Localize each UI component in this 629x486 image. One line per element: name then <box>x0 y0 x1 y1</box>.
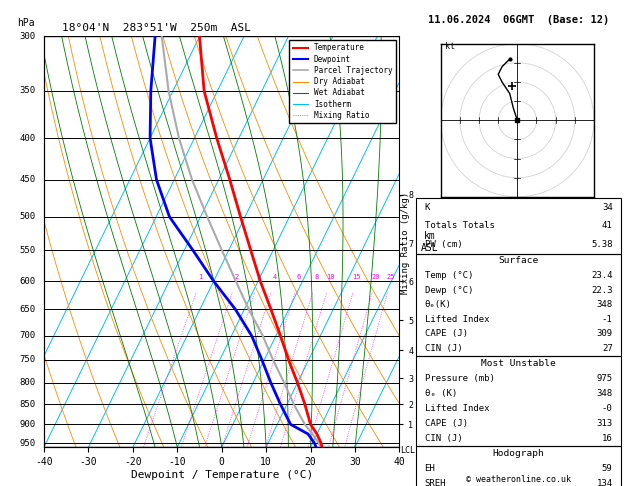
Text: 348: 348 <box>596 300 613 309</box>
Text: CIN (J): CIN (J) <box>425 434 462 443</box>
Text: 4: 4 <box>273 274 277 280</box>
Text: SREH: SREH <box>425 479 446 486</box>
Text: 950: 950 <box>19 439 35 448</box>
Text: 41: 41 <box>602 221 613 230</box>
Text: 550: 550 <box>19 246 35 255</box>
Text: LCL: LCL <box>400 446 415 455</box>
Text: 15: 15 <box>352 274 361 280</box>
Text: 20: 20 <box>372 274 380 280</box>
Text: 650: 650 <box>19 305 35 314</box>
Text: 8: 8 <box>314 274 319 280</box>
Text: θₑ(K): θₑ(K) <box>425 300 452 309</box>
Text: -0: -0 <box>602 404 613 413</box>
Text: 900: 900 <box>19 420 35 429</box>
Text: hPa: hPa <box>18 18 35 28</box>
Text: 34: 34 <box>602 203 613 211</box>
Text: CAPE (J): CAPE (J) <box>425 418 467 428</box>
Text: CIN (J): CIN (J) <box>425 344 462 353</box>
Text: Surface: Surface <box>499 257 538 265</box>
Text: 23.4: 23.4 <box>591 271 613 280</box>
Text: 400: 400 <box>19 134 35 142</box>
Text: 500: 500 <box>19 212 35 221</box>
Text: 800: 800 <box>19 378 35 387</box>
X-axis label: Dewpoint / Temperature (°C): Dewpoint / Temperature (°C) <box>131 469 313 480</box>
Text: Temp (°C): Temp (°C) <box>425 271 473 280</box>
Text: © weatheronline.co.uk: © weatheronline.co.uk <box>467 474 571 484</box>
Text: K: K <box>425 203 430 211</box>
Text: CAPE (J): CAPE (J) <box>425 330 467 338</box>
Text: 59: 59 <box>602 464 613 473</box>
Text: Pressure (mb): Pressure (mb) <box>425 374 494 383</box>
Text: Totals Totals: Totals Totals <box>425 221 494 230</box>
Text: 10: 10 <box>326 274 335 280</box>
Text: Mixing Ratio (g/kg): Mixing Ratio (g/kg) <box>401 192 410 294</box>
Text: Lifted Index: Lifted Index <box>425 315 489 324</box>
Text: Lifted Index: Lifted Index <box>425 404 489 413</box>
Text: 300: 300 <box>19 32 35 41</box>
Text: 700: 700 <box>19 331 35 340</box>
Text: 975: 975 <box>596 374 613 383</box>
Legend: Temperature, Dewpoint, Parcel Trajectory, Dry Adiabat, Wet Adiabat, Isotherm, Mi: Temperature, Dewpoint, Parcel Trajectory… <box>289 40 396 123</box>
Text: 309: 309 <box>596 330 613 338</box>
Text: -1: -1 <box>602 315 613 324</box>
Text: 3: 3 <box>257 274 261 280</box>
Text: Hodograph: Hodograph <box>493 449 545 458</box>
Text: 2: 2 <box>235 274 238 280</box>
Text: kt: kt <box>445 42 455 52</box>
Text: 600: 600 <box>19 277 35 286</box>
Text: EH: EH <box>425 464 435 473</box>
Text: 6: 6 <box>297 274 301 280</box>
Text: 348: 348 <box>596 389 613 398</box>
Text: 450: 450 <box>19 175 35 184</box>
Y-axis label: km
ASL: km ASL <box>421 231 439 253</box>
Text: 134: 134 <box>596 479 613 486</box>
Text: 16: 16 <box>602 434 613 443</box>
Text: 11.06.2024  06GMT  (Base: 12): 11.06.2024 06GMT (Base: 12) <box>428 15 610 25</box>
Text: θₑ (K): θₑ (K) <box>425 389 457 398</box>
Text: 850: 850 <box>19 399 35 409</box>
Text: Dewp (°C): Dewp (°C) <box>425 286 473 295</box>
Text: 25: 25 <box>387 274 396 280</box>
Text: 750: 750 <box>19 355 35 364</box>
Text: 27: 27 <box>602 344 613 353</box>
Text: 5.38: 5.38 <box>591 240 613 249</box>
Text: 22.3: 22.3 <box>591 286 613 295</box>
Text: Most Unstable: Most Unstable <box>481 359 556 368</box>
Text: 18°04'N  283°51'W  250m  ASL: 18°04'N 283°51'W 250m ASL <box>62 23 251 33</box>
Text: 313: 313 <box>596 418 613 428</box>
Text: PW (cm): PW (cm) <box>425 240 462 249</box>
Text: 1: 1 <box>198 274 203 280</box>
Text: 350: 350 <box>19 87 35 95</box>
